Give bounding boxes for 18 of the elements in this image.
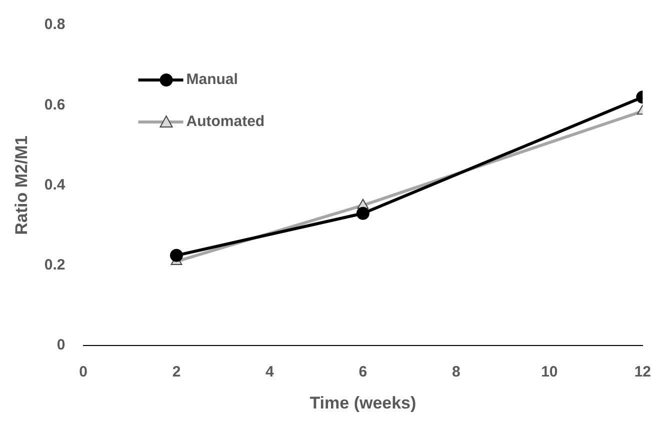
legend-label: Manual: [186, 71, 238, 88]
x-tick-label: 4: [266, 364, 275, 381]
y-tick-label: 0.8: [44, 16, 66, 34]
y-tick-label: 0: [56, 336, 66, 354]
x-axis-title: Time (weeks): [310, 393, 416, 412]
x-tick-label: 2: [172, 364, 181, 381]
point: [356, 206, 370, 220]
x-tick-label: 10: [541, 364, 558, 381]
x-tick-label: 12: [634, 364, 651, 381]
legend-label: Automated: [186, 113, 265, 130]
x-tick-label: 8: [452, 364, 460, 381]
x-tick-label: 6: [358, 364, 368, 381]
y-tick-label: 0.2: [44, 256, 66, 274]
point: [170, 248, 183, 262]
y-axis-title: Ratio M2/M1: [12, 136, 31, 235]
y-tick-label: 0.4: [44, 176, 66, 194]
y-tick-label: 0.6: [44, 96, 66, 114]
x-tick-label: 0: [79, 364, 88, 381]
